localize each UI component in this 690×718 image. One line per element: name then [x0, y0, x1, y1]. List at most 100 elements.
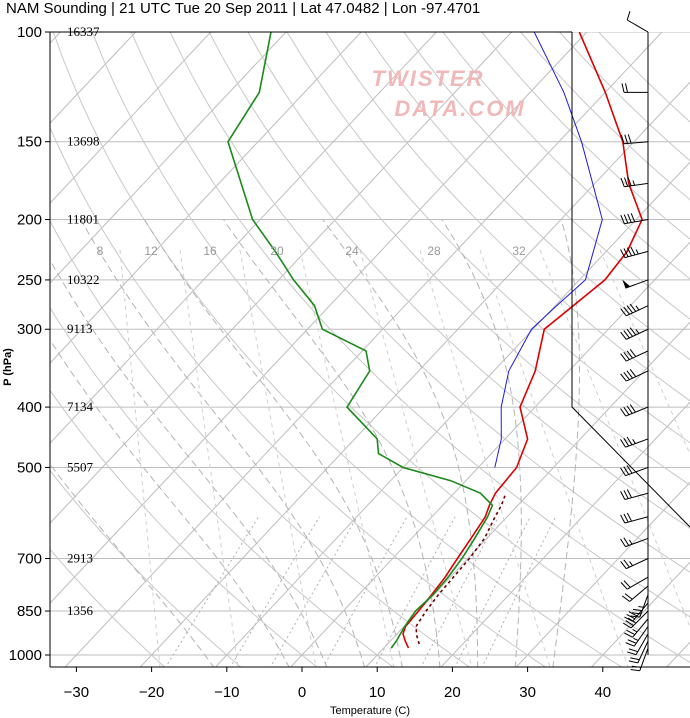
barb-feather — [623, 406, 630, 416]
barb-staff — [625, 466, 649, 477]
wind-barb — [621, 585, 649, 602]
x-tick-label: 10 — [369, 684, 386, 701]
barb-half-feather — [633, 637, 639, 641]
isotherm — [515, 481, 690, 667]
barb-half-feather — [635, 329, 640, 334]
height-label: 1356 — [67, 603, 94, 618]
barb-pennant — [622, 279, 631, 289]
barb-feather — [624, 632, 633, 638]
theta-e-line — [179, 249, 239, 667]
theta-e-line — [599, 249, 690, 456]
barb-half-feather — [635, 305, 640, 311]
barb-feather — [627, 639, 637, 644]
wind-barb — [630, 594, 649, 618]
isotherm — [290, 241, 690, 667]
barb-staff — [626, 328, 649, 340]
isotherm — [440, 401, 690, 667]
barb-feather — [632, 608, 643, 612]
height-label: 13698 — [67, 134, 100, 149]
y-tick-label: 400 — [17, 399, 42, 416]
dry-adiabat — [91, 32, 690, 663]
barb-staff — [629, 585, 649, 602]
barb-feather — [624, 616, 633, 622]
barb-feather — [626, 350, 633, 359]
barb-feather — [626, 305, 633, 314]
barb-staff — [625, 279, 649, 289]
barb-feather — [621, 83, 625, 93]
dry-adiabat — [558, 32, 690, 162]
barb-staff — [635, 633, 649, 655]
barb-feather — [630, 615, 640, 618]
barb-staff — [624, 182, 649, 188]
wind-barb — [621, 83, 648, 93]
wind-barb — [627, 633, 649, 656]
barb-feather — [623, 351, 630, 360]
height-label: 7134 — [67, 399, 94, 414]
moist-adiabat — [50, 463, 215, 667]
x-tick-label: −20 — [139, 684, 164, 701]
theta-e-line — [119, 249, 161, 667]
barb-feather — [623, 559, 630, 568]
isotherm — [50, 32, 438, 444]
y-tick-label: 700 — [17, 550, 42, 567]
barb-feather — [629, 348, 637, 357]
barb-feather — [620, 467, 626, 476]
barb-staff — [626, 19, 649, 33]
isotherm — [50, 32, 287, 284]
barb-feather — [630, 657, 640, 661]
barb-feather — [627, 213, 632, 223]
barb-staff — [624, 141, 649, 145]
temperature-axis: −30 −20 −10 0 10 20 30 40 — [64, 667, 611, 701]
barb-feather — [620, 491, 626, 500]
barb-feather — [627, 134, 632, 144]
barb-half-feather — [638, 606, 644, 608]
barb-feather — [624, 134, 629, 144]
y-tick-label: 300 — [17, 321, 42, 338]
theta-e-line — [419, 249, 551, 667]
isotherm — [50, 32, 362, 364]
barb-feather — [620, 353, 627, 362]
barb-staff — [633, 626, 649, 647]
dry-adiabat — [130, 32, 690, 618]
barb-half-feather — [635, 249, 639, 255]
barb-feather — [620, 215, 625, 224]
barb-staff — [630, 610, 649, 629]
dry-adiabat — [364, 32, 690, 361]
mixing-ratio-label: 8 — [97, 244, 104, 258]
y-axis-label: P (hPa) — [2, 348, 14, 386]
wind-barb — [620, 537, 649, 548]
dewpoint-line — [227, 32, 494, 649]
barb-staff — [624, 219, 649, 225]
barb-feather — [626, 613, 636, 620]
isotherm — [214, 161, 690, 667]
barb-staff — [625, 438, 649, 448]
barb-feather — [629, 327, 637, 336]
x-tick-label: 20 — [444, 684, 461, 701]
parcel-line — [494, 32, 603, 468]
watermark: TWISTER DATA.COM — [372, 66, 525, 121]
wind-barb — [628, 640, 649, 664]
dry-adiabat — [208, 32, 690, 529]
barb-half-feather — [632, 180, 636, 186]
barb-feather — [623, 330, 630, 339]
dry-adiabat — [247, 32, 690, 486]
theta-e-line — [239, 249, 317, 667]
wind-barb — [620, 134, 649, 145]
barb-feather — [625, 83, 628, 93]
watermark-line-2: DATA.COM — [394, 96, 525, 121]
wind-barb — [620, 348, 649, 362]
wind-barbs — [620, 11, 649, 672]
barb-feather — [627, 176, 632, 186]
y-tick-label: 1000 — [9, 647, 42, 664]
wind-barb — [620, 213, 649, 225]
x-tick-label: 0 — [298, 684, 306, 701]
barb-half-feather — [629, 561, 633, 566]
barb-feather — [626, 247, 633, 257]
barb-feather — [626, 405, 633, 414]
mixing-ratio-line — [269, 516, 358, 667]
y-tick-label: 150 — [17, 134, 42, 151]
barb-feather — [623, 437, 630, 447]
barb-staff — [637, 640, 649, 664]
isotherm — [50, 32, 212, 204]
barb-feather — [623, 306, 630, 315]
